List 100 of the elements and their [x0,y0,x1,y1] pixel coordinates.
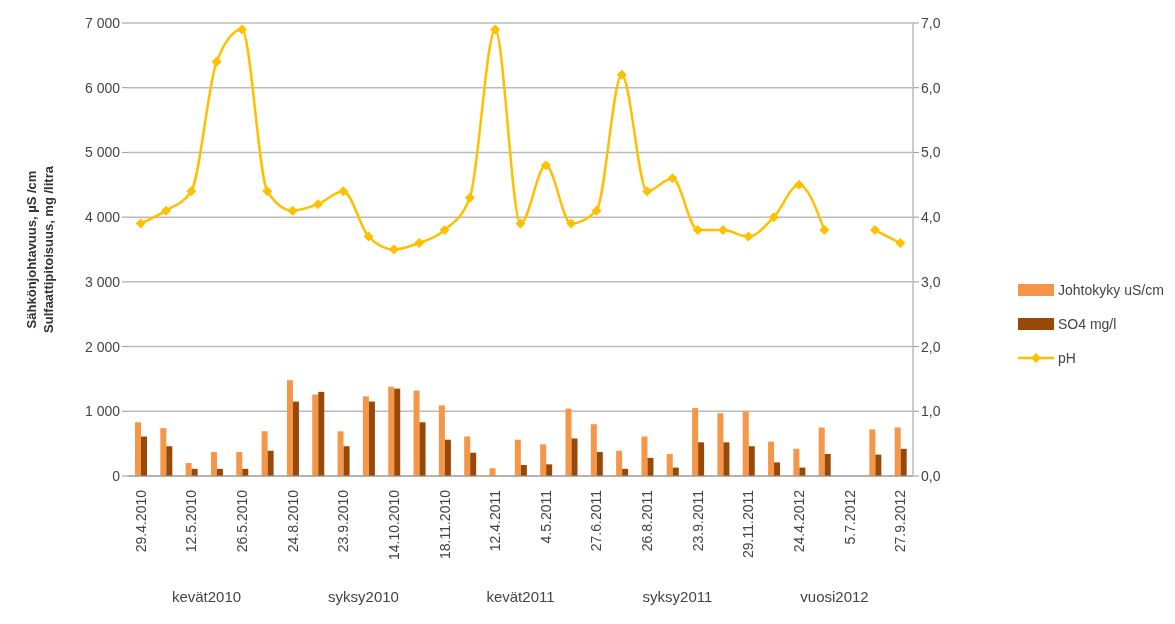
bar [343,446,350,476]
bar [717,413,724,476]
bar [166,446,173,476]
legend-label: SO4 mg/l [1058,316,1117,332]
bar [210,452,217,476]
point [262,186,273,197]
point [135,218,146,229]
point [642,186,653,197]
x-tick-label: 24.4.2012 [791,489,808,553]
bar [616,450,623,476]
x-tick-label: 12.5.2010 [183,489,200,553]
x-tick-label: 4.5.2011 [537,489,554,544]
text: vuosi2012 [800,588,869,605]
point [439,225,450,236]
point [490,24,501,35]
bar [666,454,673,476]
point [388,244,399,255]
point [870,225,881,236]
point [566,218,577,229]
x-tick-label: 27.6.2011 [588,489,605,552]
y2-tick-label: 4,0 [921,209,941,226]
point [464,192,475,203]
bar [464,436,471,476]
bar [419,422,426,476]
bar [236,452,243,476]
y2-tick-label: 1,0 [921,403,941,420]
bar [875,454,882,476]
bar [590,424,597,476]
point [591,205,602,216]
bar [261,431,268,476]
y-tick-label: 5 000 [84,144,121,161]
point [667,173,678,184]
text: kevät2011 [486,588,555,605]
y-tick-label: 7 000 [84,14,121,31]
bar [286,380,293,476]
bar [900,448,907,476]
point [794,179,805,190]
bar [185,463,192,476]
bar [362,396,369,476]
y-tick-label: 4 000 [84,209,121,226]
point [414,238,425,249]
bar [470,452,477,476]
point [819,225,830,236]
bar [894,427,901,476]
text: syksy2011 [642,588,713,605]
y-tick-label: 3 000 [84,273,121,290]
bar [818,427,825,476]
bar [596,452,603,476]
x-tick-label: 27.9.2012 [892,489,909,553]
bar [444,439,451,476]
y2-tick-label: 2,0 [921,338,941,355]
point [718,225,729,236]
legend-label: pH [1058,350,1076,366]
bar [267,450,274,476]
point [515,218,526,229]
y-tick-label: 1 000 [84,403,121,420]
bar [692,408,699,476]
legend-label: Johtokyky uS/cm [1058,282,1164,298]
text: kevät2010 [171,588,242,605]
bar [141,436,147,476]
x-tick-label: 26.8.2011 [639,489,656,552]
bar [768,441,775,476]
x-tick-label: 14.10.2010 [385,489,402,561]
bar [135,422,141,476]
bar [540,444,547,476]
bar [698,442,705,476]
x-tick-label: 5.7.2012 [841,489,858,545]
bar [388,386,395,476]
bar [292,401,299,476]
y2-tick-label: 6,0 [921,79,941,96]
bar [565,408,572,476]
x-tick-label: 23.9.2011 [689,489,706,552]
point [211,56,222,67]
bar [641,436,648,476]
bar [647,457,654,476]
bar [774,462,781,476]
point [160,205,171,216]
text: syksy2010 [328,588,399,605]
point [363,231,374,242]
point [895,238,906,249]
bar [160,428,167,476]
bar [869,429,876,476]
point [338,186,349,197]
bar [438,405,445,476]
bar [318,391,325,476]
y-axis-title: Sähkönjohtavuus, µS /cm Sulfaattipitoisuus, mg /litra [24,165,56,333]
x-tick-label: 12.4.2011 [487,489,504,552]
point [186,186,197,197]
bar [571,438,578,476]
point [312,199,323,210]
bar [723,442,730,476]
bar [742,411,749,476]
x-tick-label: 23.9.2010 [335,489,352,553]
y-tick-label: 0 [112,467,121,484]
bar [520,465,527,476]
bar [824,454,831,476]
point [236,24,247,35]
bar [394,388,401,476]
y2-tick-label: 3,0 [921,273,941,290]
x-tick-label: 29.4.2010 [132,489,149,553]
